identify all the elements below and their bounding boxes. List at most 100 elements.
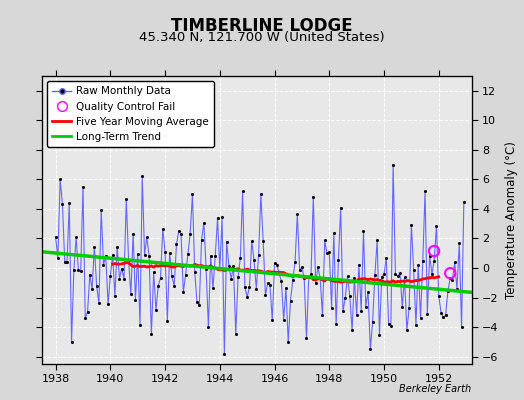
Point: [380, 271, 388, 278]
Point: [359, 228, 368, 234]
Point: [423, 310, 432, 317]
Point: [188, 191, 196, 197]
Point: [56, 176, 64, 182]
Point: [106, 273, 115, 279]
Point: [259, 237, 267, 244]
Point: [378, 274, 386, 280]
Point: [254, 252, 263, 258]
Point: [277, 278, 286, 284]
Point: [238, 188, 247, 194]
Point: [261, 292, 270, 298]
Point: [391, 271, 400, 278]
Point: [206, 252, 215, 259]
Point: [161, 249, 169, 255]
Point: [152, 307, 160, 314]
Point: [227, 276, 235, 282]
Point: [296, 266, 304, 273]
Point: [444, 288, 452, 294]
Point: [191, 269, 199, 275]
Point: [275, 270, 283, 276]
Point: [102, 252, 110, 259]
Point: [355, 262, 363, 268]
Point: [439, 314, 447, 320]
Point: [61, 258, 69, 265]
Point: [154, 283, 162, 289]
Point: [120, 276, 128, 282]
Point: [300, 275, 309, 281]
Point: [179, 289, 188, 295]
Point: [373, 237, 381, 243]
Point: [193, 299, 201, 305]
Point: [134, 251, 142, 257]
Point: [70, 267, 78, 273]
Point: [311, 280, 320, 286]
Point: [417, 315, 425, 321]
Point: [457, 324, 466, 330]
Point: [223, 239, 231, 245]
Point: [434, 293, 443, 299]
Point: [334, 256, 343, 263]
Point: [282, 284, 290, 291]
Point: [163, 318, 171, 324]
Point: [72, 234, 80, 241]
Point: [250, 257, 258, 264]
Point: [289, 277, 297, 283]
Point: [421, 188, 429, 194]
Point: [186, 230, 194, 237]
Point: [382, 254, 390, 261]
Point: [145, 253, 154, 259]
Point: [81, 315, 90, 321]
Point: [430, 258, 439, 264]
Point: [245, 284, 254, 290]
Point: [140, 252, 149, 258]
Point: [117, 266, 126, 272]
Point: [252, 285, 260, 292]
Point: [448, 277, 456, 283]
Point: [209, 285, 217, 292]
Point: [149, 269, 158, 275]
Point: [200, 219, 208, 226]
Point: [370, 272, 379, 278]
Point: [211, 253, 220, 259]
Point: [321, 237, 329, 244]
Point: [375, 332, 384, 338]
Point: [181, 272, 190, 278]
Point: [394, 273, 402, 279]
Point: [314, 264, 322, 270]
Point: [127, 291, 135, 298]
Point: [328, 304, 336, 311]
Point: [124, 257, 133, 264]
Point: [65, 200, 73, 206]
Point: [451, 259, 459, 266]
Point: [343, 273, 352, 280]
Text: TIMBERLINE LODGE: TIMBERLINE LODGE: [171, 17, 353, 35]
Point: [453, 286, 461, 292]
Point: [414, 262, 422, 268]
Point: [220, 350, 228, 357]
Point: [293, 211, 301, 217]
Point: [156, 274, 165, 281]
Point: [79, 184, 87, 190]
Point: [425, 252, 434, 259]
Point: [428, 271, 436, 277]
Point: [170, 283, 178, 289]
Point: [122, 196, 130, 203]
Point: [364, 289, 372, 295]
Point: [172, 241, 181, 248]
Point: [270, 260, 279, 267]
Point: [323, 250, 331, 256]
Point: [341, 295, 350, 301]
Point: [387, 323, 395, 330]
Point: [298, 264, 306, 270]
Point: [446, 275, 454, 281]
Point: [234, 274, 242, 280]
Point: [108, 252, 117, 258]
Point: [279, 317, 288, 323]
Point: [174, 228, 183, 234]
Point: [309, 193, 318, 200]
Point: [368, 319, 377, 325]
Point: [432, 223, 441, 229]
Point: [184, 251, 192, 258]
Point: [284, 339, 292, 345]
Point: [441, 312, 450, 318]
